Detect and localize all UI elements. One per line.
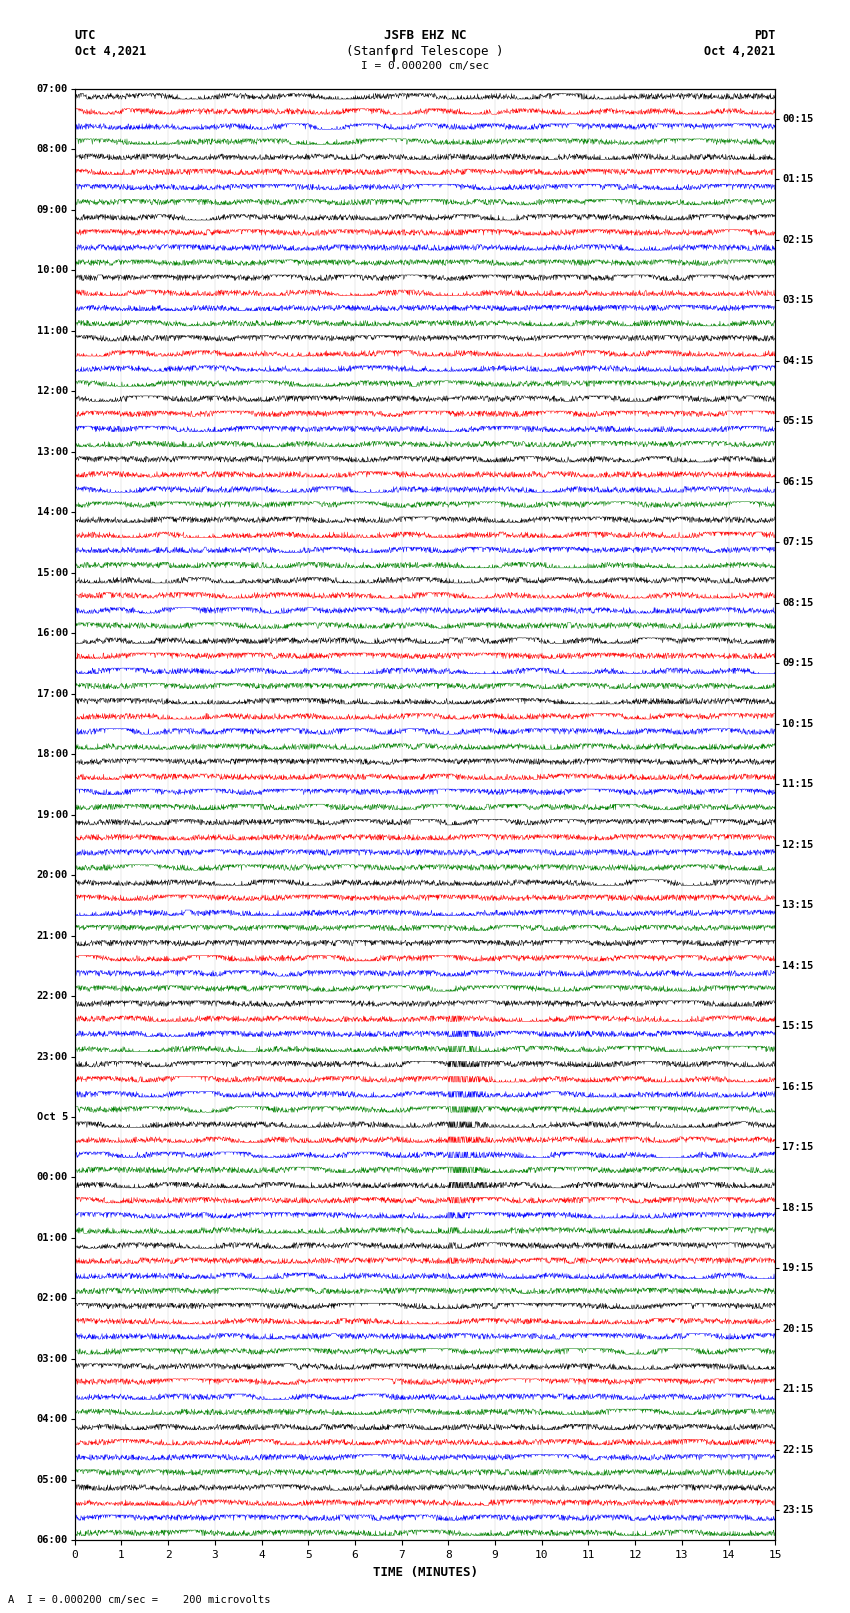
Text: I = 0.000200 cm/sec: I = 0.000200 cm/sec	[361, 61, 489, 71]
Text: UTC: UTC	[75, 29, 96, 42]
Text: JSFB EHZ NC: JSFB EHZ NC	[383, 29, 467, 42]
Text: A  I = 0.000200 cm/sec =    200 microvolts: A I = 0.000200 cm/sec = 200 microvolts	[8, 1595, 271, 1605]
Text: PDT: PDT	[754, 29, 775, 42]
X-axis label: TIME (MINUTES): TIME (MINUTES)	[372, 1566, 478, 1579]
Text: Oct 4,2021: Oct 4,2021	[704, 45, 775, 58]
Text: Oct 4,2021: Oct 4,2021	[75, 45, 146, 58]
Text: (Stanford Telescope ): (Stanford Telescope )	[346, 45, 504, 58]
